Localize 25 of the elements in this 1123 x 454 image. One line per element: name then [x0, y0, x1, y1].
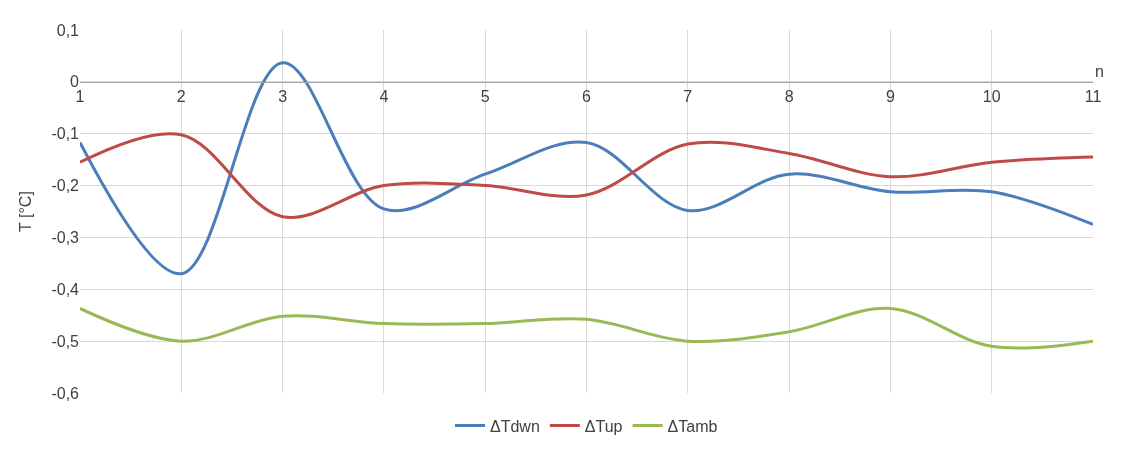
- legend-label: ΔTup: [584, 417, 623, 435]
- x-tick-label: 9: [885, 88, 895, 106]
- y-tick-label: -0,1: [51, 125, 80, 143]
- x-tick-label: 7: [683, 88, 693, 106]
- legend-label: ΔTamb: [667, 417, 718, 435]
- legend-label: ΔTdwn: [490, 417, 540, 435]
- x-tick-label: 3: [278, 88, 288, 106]
- x-tick-label: 10: [982, 88, 1001, 106]
- x-tick-label: 8: [784, 88, 794, 106]
- x-axis-title: n: [1095, 63, 1104, 80]
- y-tick-label: 0: [70, 73, 80, 91]
- y-tick-label: -0,3: [51, 229, 80, 247]
- y-tick-label: -0,6: [51, 384, 80, 402]
- y-axis-title: T [°C]: [17, 191, 35, 232]
- y-tick-label: -0,2: [51, 177, 80, 195]
- x-tick-label: 1: [75, 88, 85, 106]
- x-tick-label: 4: [379, 88, 389, 106]
- x-tick-label: 5: [480, 88, 490, 106]
- x-tick-label: 2: [176, 88, 186, 106]
- y-tick-label: -0,5: [51, 332, 80, 350]
- x-tick-label: 6: [582, 88, 592, 106]
- x-tick-label: 11: [1084, 88, 1102, 106]
- y-tick-label: 0,1: [56, 21, 80, 39]
- y-tick-label: -0,4: [51, 280, 80, 298]
- line-series: [80, 132, 1093, 219]
